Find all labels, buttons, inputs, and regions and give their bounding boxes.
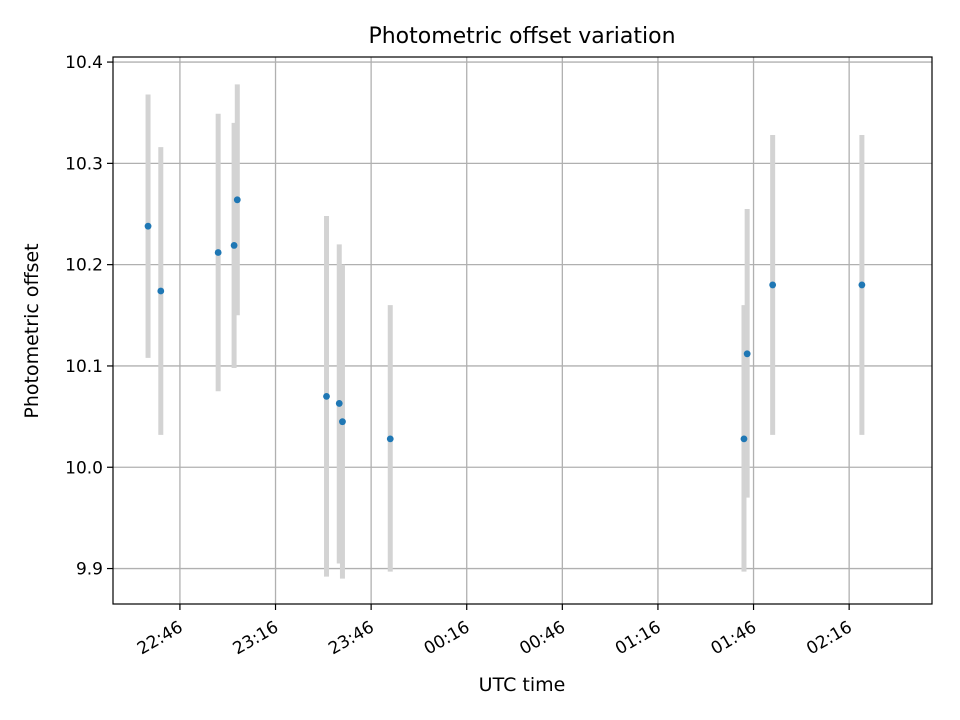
- x-tick-label: 00:46: [516, 617, 568, 659]
- x-tick-label: 23:46: [325, 617, 377, 659]
- data-point: [769, 281, 777, 289]
- grid: [113, 57, 932, 604]
- y-tick-label: 9.9: [76, 560, 103, 580]
- data-point: [230, 242, 238, 249]
- y-tick-label: 10.0: [65, 458, 103, 478]
- data-point: [858, 281, 866, 289]
- x-axis-label: UTC time: [479, 674, 566, 696]
- data-point: [233, 196, 241, 204]
- error-bars: [145, 84, 865, 579]
- data-point: [144, 222, 152, 230]
- data-point: [323, 392, 330, 400]
- plot-frame: [112, 56, 933, 605]
- x-tick-label: 02:16: [803, 617, 855, 659]
- data-point: [740, 435, 748, 443]
- y-tick-label: 10.1: [65, 357, 103, 377]
- data-point: [335, 400, 343, 407]
- data-point: [386, 435, 394, 443]
- y-tick-label: 10.3: [65, 154, 103, 174]
- y-axis-ticks: 9.9 10.0 10.1 10.2 10.3 10.4: [65, 53, 113, 580]
- x-tick-label: 00:16: [421, 617, 473, 659]
- data-point: [157, 287, 165, 295]
- x-tick-label: 23:16: [230, 617, 282, 659]
- data-point: [214, 249, 222, 256]
- x-axis-ticks: 22:46 23:16 23:46 00:16 00:46 01:16 01:46 02:16: [134, 604, 856, 659]
- data-point: [339, 418, 346, 426]
- x-tick-label: 01:16: [612, 617, 664, 659]
- chart-title: Photometric offset variation: [368, 24, 675, 49]
- data-points: [144, 196, 866, 443]
- y-tick-label: 10.4: [65, 53, 103, 73]
- y-tick-label: 10.2: [65, 256, 103, 276]
- data-point: [743, 350, 751, 358]
- x-tick-label: 01:46: [708, 617, 760, 659]
- y-axis-label: Photometric offset: [21, 243, 43, 418]
- x-tick-label: 22:46: [134, 617, 186, 659]
